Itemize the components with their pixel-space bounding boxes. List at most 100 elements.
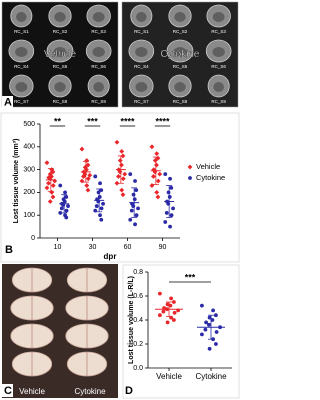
data-point xyxy=(210,318,215,322)
data-point xyxy=(50,194,56,200)
data-point xyxy=(101,201,105,206)
data-point xyxy=(155,194,161,200)
data-point xyxy=(164,211,169,215)
slice-label: RC_S2 xyxy=(173,29,188,34)
data-point xyxy=(117,169,123,175)
data-point xyxy=(117,158,123,163)
y-tick-label: 0 xyxy=(31,235,35,242)
data-point xyxy=(99,206,104,211)
panel-label: A xyxy=(4,96,12,108)
data-point xyxy=(58,211,63,215)
slice-label: RC_S9 xyxy=(91,99,106,104)
y-tick-label: 500 xyxy=(23,121,35,128)
data-point xyxy=(44,160,50,166)
data-point xyxy=(163,172,168,177)
slice-label: RC_S6 xyxy=(211,64,226,69)
data-point xyxy=(96,190,101,195)
data-point xyxy=(98,181,102,186)
data-point xyxy=(172,318,176,322)
data-point xyxy=(204,320,209,325)
y-tick-label: 400 xyxy=(23,144,35,151)
sig-label: **** xyxy=(120,116,135,126)
brain-core xyxy=(54,12,66,22)
y-axis-label: Lost tissue volume (L-R/L) xyxy=(128,276,135,364)
data-point xyxy=(44,185,50,191)
data-point xyxy=(128,172,133,177)
legend-label: Cytokine xyxy=(196,173,225,182)
figure: RC_S1 RC_S2 RC_S3 RC_S4 RC_S5 RC_S6 RC_S7 RC_S8… xyxy=(0,1,240,399)
chart-panel xyxy=(0,112,240,263)
brain-core xyxy=(174,82,186,92)
data-point xyxy=(169,213,174,218)
y-tick-label: 0.6 xyxy=(133,293,143,300)
brain-core xyxy=(16,12,27,22)
slice-label: RC_S6 xyxy=(91,64,106,69)
brain-core xyxy=(15,47,28,57)
sig-label: *** xyxy=(185,272,196,282)
data-point xyxy=(50,169,56,175)
brain-core xyxy=(92,47,105,57)
data-point xyxy=(172,310,177,315)
group-label: Cytokine xyxy=(161,49,200,60)
brain-core xyxy=(173,47,187,57)
data-point xyxy=(119,162,124,168)
slice-label: RC_S4 xyxy=(134,64,149,69)
data-point xyxy=(207,315,212,320)
brain-core xyxy=(92,12,105,22)
slice-label: RC_S1 xyxy=(134,29,149,34)
brain-core xyxy=(135,47,148,57)
data-point xyxy=(155,178,161,184)
data-point xyxy=(114,139,120,145)
x-tick-label: Vehicle xyxy=(156,372,182,381)
data-point xyxy=(79,178,85,184)
data-point xyxy=(154,162,159,168)
data-point xyxy=(94,204,99,208)
data-point xyxy=(120,176,126,182)
y-tick-label: 0.8 xyxy=(133,269,143,276)
data-point xyxy=(168,176,172,181)
data-point xyxy=(132,197,137,202)
panel-label-bg xyxy=(2,96,13,108)
data-point xyxy=(66,204,70,208)
data-point xyxy=(64,195,69,199)
data-point xyxy=(98,213,102,218)
data-point xyxy=(64,215,69,220)
sig-label: ** xyxy=(54,116,62,126)
data-point xyxy=(154,151,160,157)
data-point xyxy=(152,169,158,175)
y-tick-label: 200 xyxy=(23,189,35,196)
data-point xyxy=(50,183,56,188)
data-point xyxy=(134,188,139,193)
sig-label: *** xyxy=(87,116,98,126)
data-point xyxy=(151,174,156,179)
brain-core xyxy=(54,82,66,92)
data-point xyxy=(207,346,212,351)
data-point xyxy=(211,308,216,313)
data-point xyxy=(200,303,204,308)
data-point xyxy=(161,309,166,314)
data-point xyxy=(131,192,136,197)
brain-core xyxy=(212,12,225,22)
data-point xyxy=(172,300,176,304)
x-tick-label: 10 xyxy=(54,244,62,251)
data-point xyxy=(149,144,155,150)
x-tick-label: Cytokine xyxy=(195,372,227,381)
data-point xyxy=(120,192,126,198)
data-point xyxy=(169,185,174,190)
data-point xyxy=(169,296,174,301)
data-point xyxy=(214,330,219,334)
x-axis-label: dpr xyxy=(104,252,117,261)
data-point xyxy=(116,174,121,179)
data-point xyxy=(46,180,51,186)
data-point xyxy=(168,224,172,229)
slice-label: RC_S3 xyxy=(211,29,226,34)
y-tick-label: 0.2 xyxy=(133,341,143,348)
data-point xyxy=(214,313,218,318)
data-point xyxy=(84,158,90,163)
slice-label: RC_S2 xyxy=(53,29,68,34)
data-point xyxy=(84,183,90,188)
data-point xyxy=(59,206,64,211)
data-point xyxy=(64,208,69,213)
data-point xyxy=(207,322,211,327)
data-point xyxy=(122,171,128,177)
